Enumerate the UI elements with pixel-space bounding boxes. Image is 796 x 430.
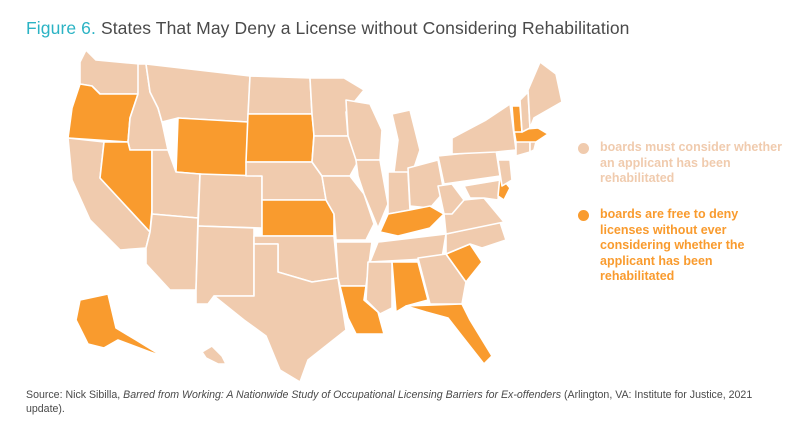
- state-hi: [201, 345, 227, 365]
- state-nd: [247, 75, 313, 115]
- state-pa: [437, 149, 501, 185]
- state-ak: [75, 293, 163, 357]
- state-mo: [321, 175, 375, 241]
- state-nm: [195, 225, 255, 305]
- legend-swatch-free-to-deny: [578, 210, 589, 221]
- state-il: [355, 159, 389, 229]
- legend-label-free-to-deny: boards are free to deny licenses without…: [600, 207, 745, 283]
- state-wy: [175, 117, 249, 179]
- state-nj: [497, 159, 513, 187]
- state-al: [391, 261, 429, 313]
- state-ms: [365, 261, 393, 315]
- source-work-title: Barred from Working: A Nationwide Study …: [123, 389, 562, 401]
- figure-title: Figure 6. States That May Deny a License…: [26, 18, 630, 39]
- state-in: [387, 171, 411, 215]
- source-suffix: (Arlington, VA: Institute for Justice, 2…: [26, 389, 753, 415]
- state-tx: [213, 243, 347, 383]
- state-mt: [145, 63, 251, 123]
- state-me: [527, 61, 563, 129]
- legend-swatch-must-consider: [578, 143, 589, 154]
- state-sd: [245, 113, 315, 163]
- state-oh: [407, 159, 445, 209]
- figure-label: Figure 6.: [26, 18, 96, 38]
- state-wv: [437, 183, 465, 215]
- state-ky: [379, 205, 445, 237]
- state-ks: [261, 199, 335, 237]
- state-fl: [405, 303, 493, 365]
- state-co: [197, 173, 263, 229]
- state-md: [463, 179, 501, 201]
- legend-label-must-consider: boards must consider whether an applican…: [600, 140, 782, 185]
- state-la: [339, 285, 385, 335]
- states-layer: [67, 49, 563, 383]
- state-az: [145, 213, 199, 291]
- state-mi: [391, 109, 421, 175]
- state-ny: [451, 103, 517, 155]
- source-prefix: Source: Nick Sibilla,: [26, 389, 124, 401]
- source-note: Source: Nick Sibilla, Barred from Workin…: [26, 388, 766, 416]
- figure-title-text: States That May Deny a License without C…: [100, 18, 630, 38]
